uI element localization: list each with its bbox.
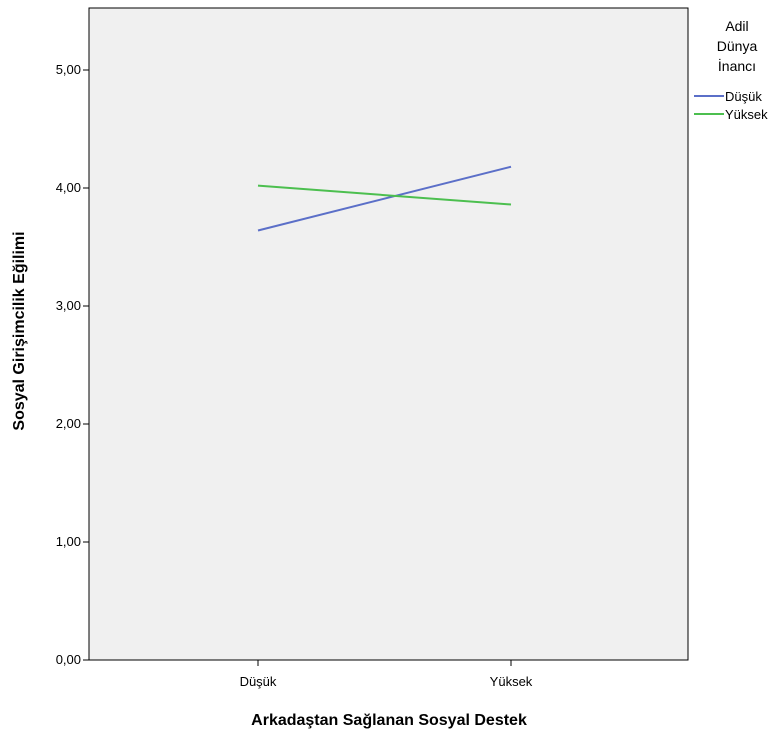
plot-area xyxy=(88,7,689,661)
legend-title-line-1: Adil xyxy=(725,18,748,34)
y-tick-label: 3,00 xyxy=(56,298,81,313)
legend: Adil Dünya İnancı Düşük Yüksek xyxy=(694,18,768,122)
legend-label: Düşük xyxy=(725,89,762,104)
legend-items: Düşük Yüksek xyxy=(694,89,768,122)
x-tick-label: Düşük xyxy=(240,674,277,689)
legend-title-line-2: Dünya xyxy=(717,38,758,54)
series-lines xyxy=(257,165,512,232)
y-tick-label: 5,00 xyxy=(56,62,81,77)
legend-label: Yüksek xyxy=(725,107,768,122)
x-axis-label: Arkadaştan Sağlanan Sosyal Destek xyxy=(251,712,527,729)
y-axis-label: Sosyal Girişimcilik Eğilimi xyxy=(11,231,28,430)
series-line-2 xyxy=(257,184,512,206)
y-tick-label: 2,00 xyxy=(56,416,81,431)
y-axis-ticks: 0,00 1,00 2,00 3,00 4,00 5,00 xyxy=(56,62,89,667)
y-tick-label: 1,00 xyxy=(56,534,81,549)
x-axis-ticks: Düşük Yüksek xyxy=(240,660,533,689)
x-tick-label: Yüksek xyxy=(490,674,533,689)
y-tick-label: 0,00 xyxy=(56,652,81,667)
y-tick-label: 4,00 xyxy=(56,180,81,195)
legend-title-line-3: İnancı xyxy=(718,57,756,74)
series-line-1 xyxy=(257,165,512,232)
